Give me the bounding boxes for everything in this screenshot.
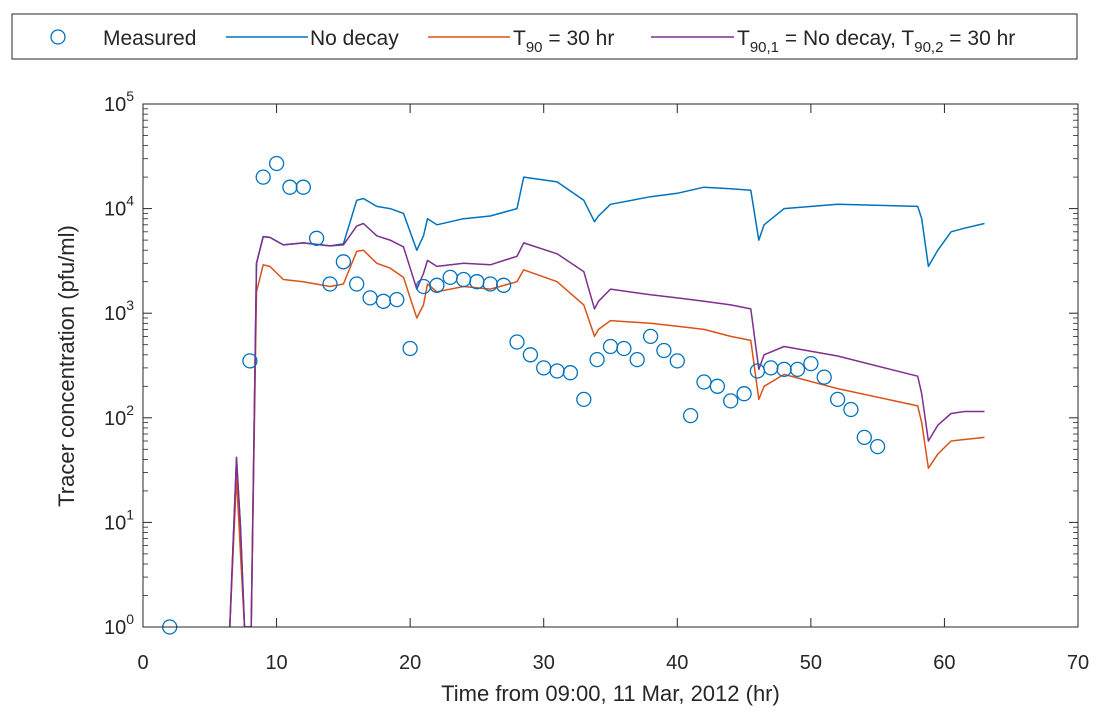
x-axis-label: Time from 09:00, 11 Mar, 2012 (hr) xyxy=(441,681,780,706)
measured-point xyxy=(255,169,271,185)
plot-frame xyxy=(142,103,1079,628)
measured-point xyxy=(389,291,405,308)
measured-point xyxy=(723,393,739,409)
measured-point xyxy=(429,277,445,293)
legend-marker-measured xyxy=(50,29,66,45)
measured-point xyxy=(562,365,579,381)
measured-point xyxy=(402,340,418,357)
measured-point xyxy=(629,351,645,368)
measured-point xyxy=(682,407,699,424)
measured-point xyxy=(242,353,258,369)
measured-point xyxy=(803,355,819,372)
measured-point xyxy=(869,438,886,455)
measured-point xyxy=(669,353,685,369)
marker-layer xyxy=(162,155,886,635)
x-tick-label: 20 xyxy=(399,652,421,674)
x-tick-label: 70 xyxy=(1067,652,1089,674)
x-tick-label: 40 xyxy=(666,652,688,674)
legend-label-t90mix: T90,1 = No decay, T90,2 = 30 hr xyxy=(737,27,1015,56)
y-tick-label: 104 xyxy=(104,193,134,221)
measured-point xyxy=(308,230,325,246)
x-tick-label: 60 xyxy=(933,652,955,674)
series-layer xyxy=(229,176,985,627)
measured-point xyxy=(349,276,365,292)
measured-point xyxy=(696,374,712,390)
x-tick-label: 50 xyxy=(800,652,822,674)
legend-label-t90: T90 = 30 hr xyxy=(513,27,614,56)
measured-point xyxy=(335,254,352,270)
measured-point xyxy=(816,369,832,385)
measured-point xyxy=(736,386,752,402)
measured-point xyxy=(322,276,338,292)
series-line-3 xyxy=(229,222,985,627)
y-tick-label: 102 xyxy=(104,402,134,430)
y-axis-label: Tracer concentration (pfu/ml) xyxy=(54,225,79,507)
series-line-2 xyxy=(229,249,985,627)
measured-point xyxy=(509,334,525,350)
measured-point xyxy=(642,328,659,345)
y-tick-label: 101 xyxy=(104,506,134,534)
measured-point xyxy=(616,340,632,357)
measured-point xyxy=(495,277,512,293)
legend-label-measured: Measured xyxy=(103,27,196,50)
y-tick-label: 103 xyxy=(104,297,134,325)
plot-area xyxy=(143,104,1078,627)
y-axis: 100 101 102 103 104 105 xyxy=(104,88,1078,639)
x-tick-label: 0 xyxy=(137,652,148,674)
x-axis: 0 10 20 30 40 50 60 70 xyxy=(137,104,1089,674)
measured-point xyxy=(522,347,539,363)
measured-point xyxy=(656,342,672,359)
measured-point xyxy=(856,429,872,446)
legend: Measured No decay T90 = 30 hr T90,1 = No de… xyxy=(50,27,1015,56)
x-tick-label: 10 xyxy=(265,652,287,674)
measured-point xyxy=(843,401,859,418)
legend-box xyxy=(11,13,1078,60)
measured-point xyxy=(589,351,605,368)
legend-label-nodecay: No decay xyxy=(310,27,399,50)
measured-point xyxy=(268,155,285,172)
x-tick-label: 30 xyxy=(533,652,555,674)
measured-point xyxy=(576,391,592,408)
measured-point xyxy=(295,179,311,195)
measured-point xyxy=(789,361,806,378)
measured-point xyxy=(829,391,846,408)
measured-point xyxy=(709,378,726,394)
y-tick-label: 100 xyxy=(104,611,134,639)
y-tick-label: 105 xyxy=(104,88,134,116)
